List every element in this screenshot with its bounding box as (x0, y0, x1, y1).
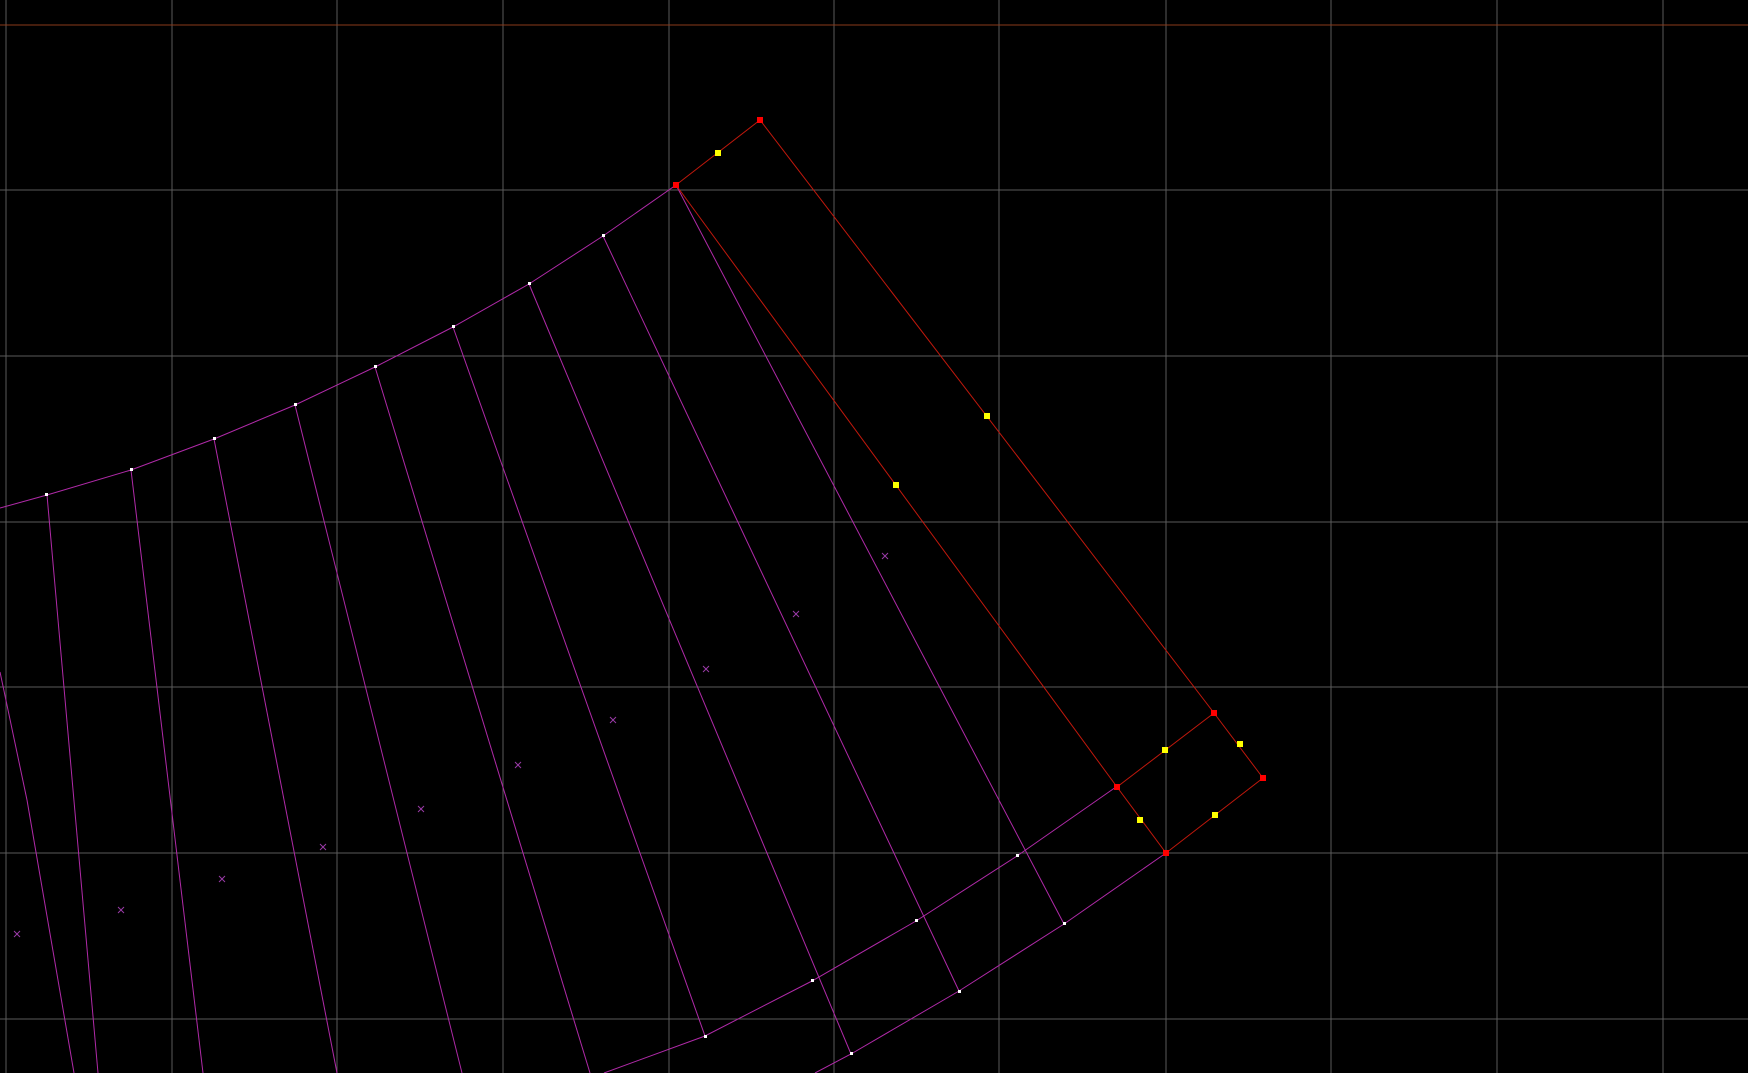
thing-layer[interactable] (13, 552, 889, 938)
cross-x-icon[interactable] (514, 761, 522, 769)
inner-arc-linedef[interactable] (603, 786, 1117, 1073)
cross-x-icon[interactable] (609, 716, 617, 724)
vertex-layer[interactable] (45, 234, 1066, 1055)
linedef-midpoint-handle[interactable] (1212, 812, 1218, 818)
selected-vertex[interactable] (673, 182, 679, 188)
selected-vertex[interactable] (1114, 784, 1120, 790)
selected-vertex[interactable] (1260, 775, 1266, 781)
linedef-midpoint-handle[interactable] (1137, 817, 1143, 823)
sector-linedefs[interactable] (0, 184, 1167, 1073)
vertex[interactable] (1063, 922, 1066, 925)
radial-linedef[interactable] (26, 799, 75, 1073)
linedef-midpoint-handle[interactable] (715, 150, 721, 156)
selected-vertex-layer[interactable] (673, 117, 1266, 856)
vertex[interactable] (1016, 854, 1019, 857)
cross-x-icon[interactable] (13, 930, 21, 938)
radial-linedef[interactable] (46, 494, 99, 1073)
vertex[interactable] (602, 234, 605, 237)
linedef-midpoint-handle[interactable] (984, 413, 990, 419)
cross-x-icon[interactable] (417, 805, 425, 813)
lower-arc-linedef[interactable] (814, 852, 1167, 1073)
vertex[interactable] (130, 468, 133, 471)
radial-linedef[interactable] (675, 184, 1065, 925)
selected-vertex[interactable] (757, 117, 763, 123)
radial-linedef[interactable] (528, 283, 852, 1055)
cross-x-icon[interactable] (792, 610, 800, 618)
radial-linedef[interactable] (452, 326, 706, 1037)
radial-linedef[interactable] (0, 671, 28, 801)
vertex[interactable] (850, 1052, 853, 1055)
cross-x-icon[interactable] (702, 665, 710, 673)
selected-vertex[interactable] (1163, 850, 1169, 856)
linedef-midpoint-handle[interactable] (893, 482, 899, 488)
vertex[interactable] (45, 493, 48, 496)
outer-arc-linedef[interactable] (0, 184, 677, 509)
linedef-midpoint-handle[interactable] (1237, 741, 1243, 747)
vertex[interactable] (811, 979, 814, 982)
vertex[interactable] (294, 403, 297, 406)
vertex[interactable] (528, 282, 531, 285)
cross-x-icon[interactable] (218, 875, 226, 883)
cross-x-icon[interactable] (319, 843, 327, 851)
cross-x-icon[interactable] (881, 552, 889, 560)
cross-x-icon[interactable] (117, 906, 125, 914)
linedef-midpoint-handle[interactable] (1162, 747, 1168, 753)
vertex[interactable] (213, 437, 216, 440)
vertex[interactable] (915, 919, 918, 922)
radial-linedef[interactable] (602, 235, 960, 992)
vertex[interactable] (958, 990, 961, 993)
midpoint-handle-layer[interactable] (715, 150, 1243, 823)
vertex[interactable] (704, 1035, 707, 1038)
vertex[interactable] (452, 325, 455, 328)
radial-linedef[interactable] (213, 438, 338, 1073)
radial-linedef[interactable] (294, 404, 463, 1073)
radial-linedef[interactable] (374, 366, 591, 1073)
selected-vertex[interactable] (1211, 710, 1217, 716)
vertex[interactable] (374, 365, 377, 368)
radial-linedef[interactable] (130, 469, 204, 1073)
